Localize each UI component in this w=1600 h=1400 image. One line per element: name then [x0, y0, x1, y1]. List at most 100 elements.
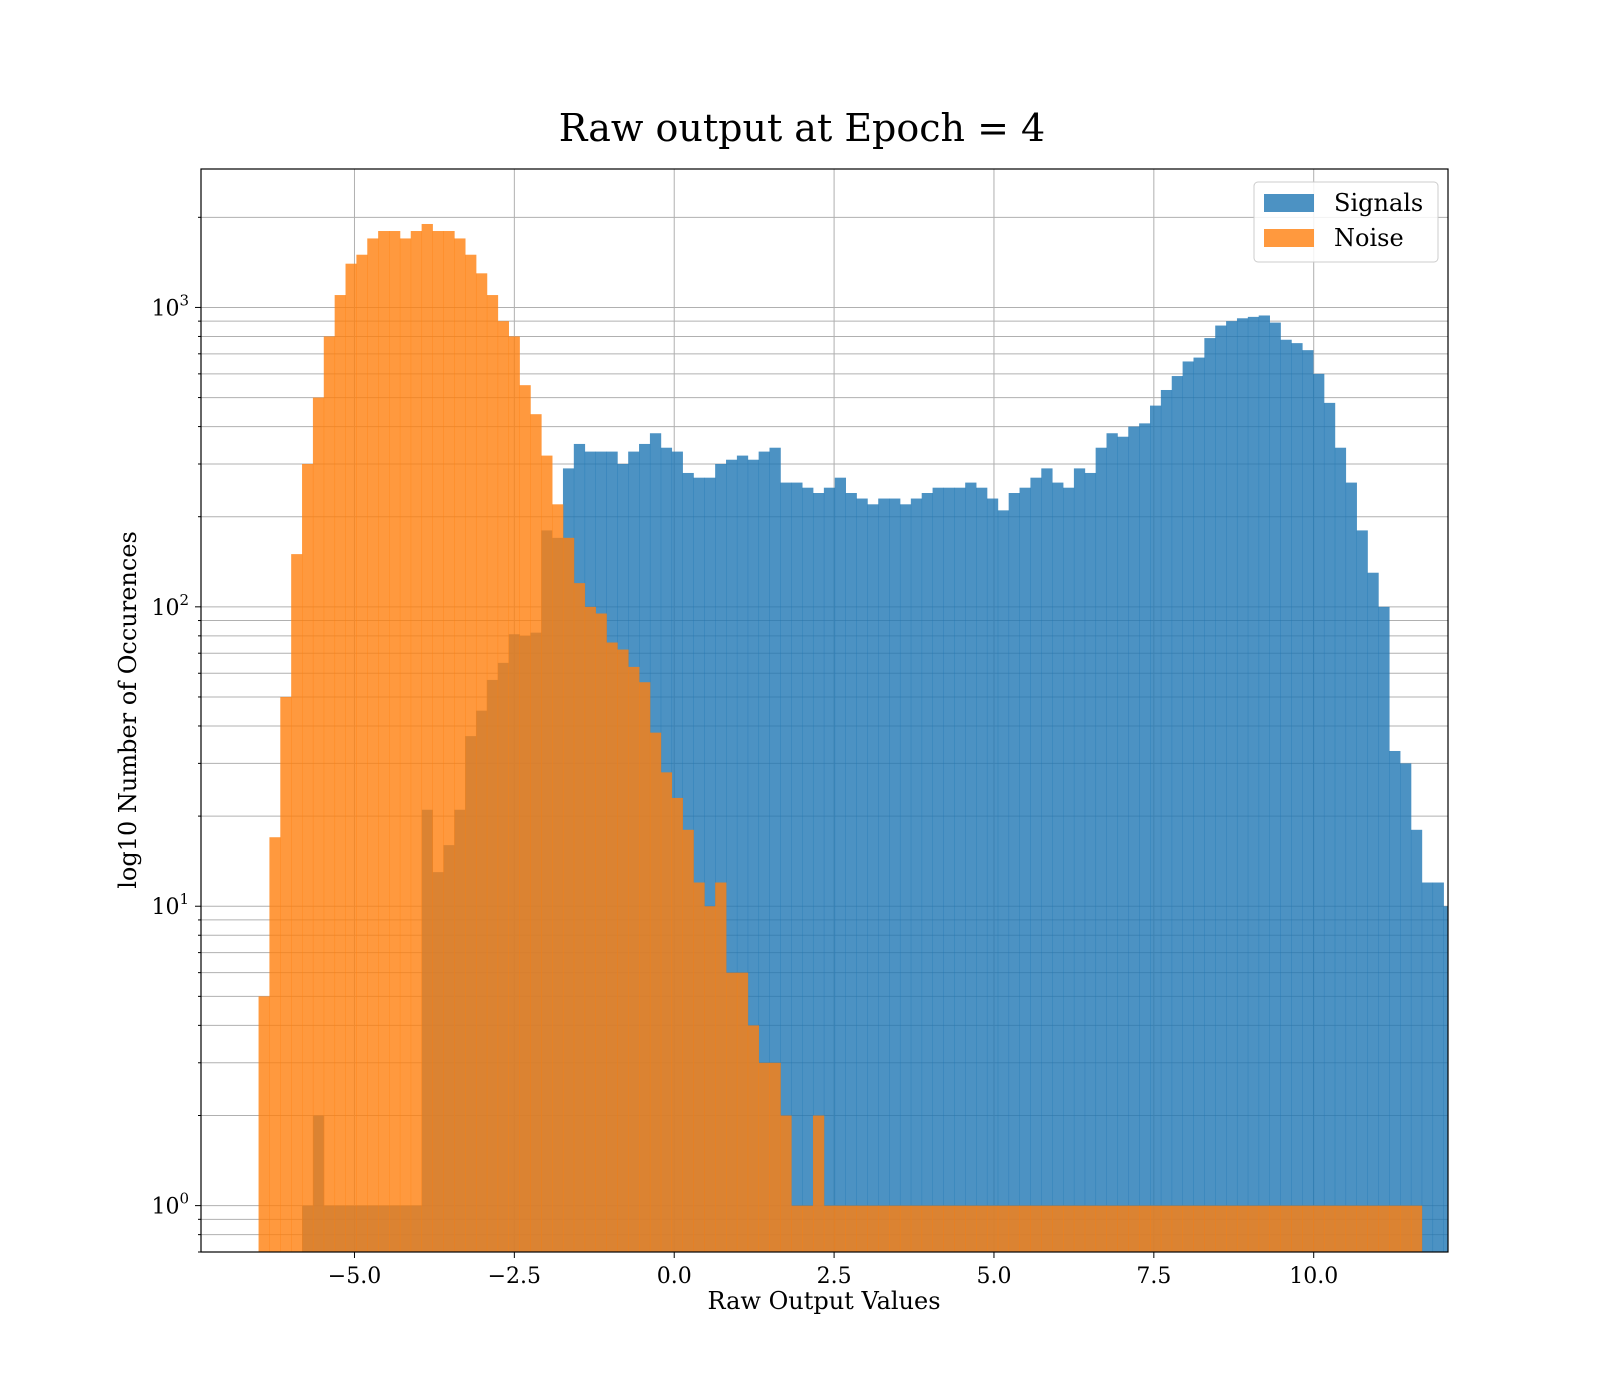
histogram-bar — [1182, 1205, 1194, 1252]
histogram-bar — [1378, 606, 1390, 1252]
histogram-bar — [606, 642, 618, 1252]
histogram-bar — [1063, 487, 1075, 1252]
histogram-bar — [1323, 1205, 1336, 1252]
histogram-bar — [497, 321, 509, 1252]
histogram-bar — [976, 487, 988, 1252]
histogram-bar — [1236, 318, 1249, 1252]
histogram-bar — [1302, 1205, 1314, 1252]
histogram-bar — [1247, 316, 1260, 1252]
legend[interactable]: Signals Noise — [1253, 181, 1439, 263]
histogram-bar — [356, 254, 368, 1252]
histogram-bar — [1149, 405, 1162, 1252]
histogram-bar — [726, 459, 738, 1252]
histogram-bar — [584, 606, 596, 1252]
legend-label: Noise — [1334, 224, 1404, 252]
histogram-bar — [997, 510, 1010, 1253]
histogram-bar — [1128, 426, 1140, 1252]
histogram-bar — [1345, 1205, 1357, 1252]
histogram-bar — [889, 498, 901, 1252]
histogram-bar — [736, 455, 749, 1253]
histogram-bar — [1073, 468, 1086, 1252]
histogram-bar — [1041, 468, 1053, 1252]
histogram-bar — [878, 498, 890, 1252]
y-tick-label: 103 — [151, 291, 189, 321]
histogram-bar — [1215, 1205, 1227, 1252]
histogram-bar — [1160, 1205, 1173, 1252]
histogram-bar — [921, 493, 933, 1252]
histogram-bar — [323, 336, 336, 1252]
histogram-bar — [508, 336, 520, 1252]
histogram-bar — [1258, 315, 1270, 1252]
histogram-bar — [573, 583, 586, 1252]
histogram-bar — [1052, 482, 1064, 1252]
histogram-bar — [1073, 1205, 1086, 1252]
histogram-bar — [1269, 322, 1281, 1252]
histogram-bar — [1432, 882, 1444, 1252]
histogram-bar — [1280, 1205, 1292, 1252]
histogram-bar — [399, 238, 412, 1253]
histogram-bar — [660, 772, 673, 1252]
histogram-bar — [443, 231, 455, 1252]
histogram-bar — [1139, 423, 1151, 1252]
histogram-bar — [1160, 389, 1173, 1253]
histogram-bar — [1182, 361, 1194, 1252]
histogram-bar — [258, 996, 270, 1252]
histogram-bar — [1019, 1205, 1031, 1252]
y-tick-label: 101 — [151, 890, 189, 920]
histogram-bar — [997, 1205, 1010, 1252]
legend-swatch — [1264, 194, 1314, 212]
histogram-bar — [693, 477, 705, 1253]
histogram-bar — [802, 487, 814, 1252]
histogram-bar — [1421, 882, 1434, 1252]
histogram-bar — [1356, 530, 1368, 1252]
histogram-bar — [802, 1205, 814, 1252]
y-tick-label: 102 — [151, 591, 189, 621]
histogram-bar — [1443, 906, 1449, 1252]
histogram-bar — [1280, 339, 1292, 1253]
histogram-bar — [1400, 763, 1412, 1252]
histogram-bar — [704, 477, 716, 1253]
histogram-bar — [1030, 477, 1042, 1253]
histogram-bar — [410, 231, 423, 1252]
x-tick-label: −2.5 — [488, 1264, 541, 1289]
histogram-bar — [1258, 1205, 1270, 1252]
histogram-bar — [1117, 436, 1129, 1252]
histogram-bar — [910, 498, 923, 1252]
histogram-bar — [986, 498, 999, 1252]
histogram-bar — [334, 295, 346, 1252]
histogram-bar — [932, 487, 944, 1252]
histogram-bar — [954, 487, 966, 1252]
histogram-bar — [1052, 1205, 1064, 1252]
axes-frame — [200, 168, 1449, 1253]
histogram-bar — [486, 295, 499, 1252]
histogram-bar — [1008, 1205, 1020, 1252]
histogram-bar — [769, 447, 781, 1252]
histogram-bar — [715, 882, 727, 1252]
histogram-bar — [475, 273, 488, 1252]
legend-swatch — [1264, 229, 1314, 247]
chart-title: Raw output at Epoch = 4 — [559, 106, 1045, 150]
histogram-bar — [758, 1062, 770, 1252]
legend-label: Signals — [1334, 189, 1423, 217]
histogram-bar — [1236, 1205, 1249, 1252]
histogram-bar — [432, 231, 444, 1252]
histogram-bar — [1400, 1205, 1412, 1252]
histogram-bar — [378, 231, 390, 1252]
histogram-bar — [1063, 1205, 1075, 1252]
histogram-bar — [1171, 1205, 1184, 1252]
histogram-bar — [845, 1205, 857, 1252]
histogram-bar — [932, 1205, 944, 1252]
histogram-bar — [649, 732, 662, 1252]
histogram-bar — [715, 463, 727, 1252]
histogram-bar — [541, 455, 553, 1253]
histogram-bar — [1204, 338, 1216, 1252]
histogram-bar — [1215, 325, 1227, 1252]
histogram-bar — [780, 482, 792, 1252]
histogram-bar — [1367, 1205, 1379, 1252]
histogram-bar — [899, 1205, 912, 1252]
histogram-bar — [1389, 750, 1401, 1252]
histogram-bar — [780, 1115, 792, 1252]
histogram-bar — [1410, 829, 1423, 1252]
histogram-bar — [758, 451, 770, 1253]
